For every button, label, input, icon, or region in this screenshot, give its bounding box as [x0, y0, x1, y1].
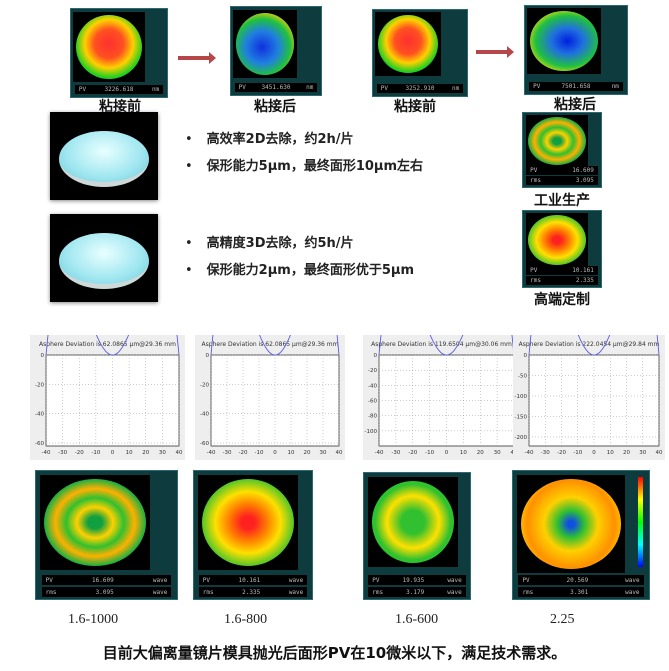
- x-tick-label: -30: [223, 450, 232, 456]
- x-tick-label: -20: [239, 450, 248, 456]
- x-tick-label: -20: [557, 450, 566, 456]
- arrow-icon: [476, 46, 514, 58]
- surface-map-before-2: PV 3252.910 nm: [372, 9, 468, 97]
- x-tick-label: 0: [592, 450, 596, 456]
- arrow-icon: [178, 52, 216, 64]
- y-tick-label: -40: [200, 412, 209, 418]
- y-tick-label: -20: [35, 382, 44, 388]
- y-tick-label: -100: [365, 429, 378, 435]
- sample-label: 1.6-800: [224, 612, 268, 627]
- x-tick-label: 10: [126, 450, 133, 456]
- y-tick-label: -60: [200, 441, 209, 447]
- y-tick-label: -20: [368, 368, 377, 374]
- y-tick-label: -60: [368, 399, 377, 405]
- caption: 粘接前: [394, 99, 436, 115]
- result-map-2: PV 10.161 wave rms 2.335 wave: [193, 470, 313, 600]
- caption: 粘接后: [254, 99, 296, 115]
- wafer-photo-3d: [50, 214, 158, 302]
- caption: 粘接后: [554, 97, 596, 113]
- x-tick-label: 0: [111, 450, 115, 456]
- y-tick-label: 0: [206, 353, 210, 359]
- y-tick-label: -200: [515, 435, 528, 441]
- y-tick-label: -40: [35, 412, 44, 418]
- x-tick-label: 20: [304, 450, 311, 456]
- x-tick-label: 10: [607, 450, 614, 456]
- y-tick-label: -60: [35, 441, 44, 447]
- bullet: 高效率2D去除，约2h/片: [185, 128, 354, 147]
- x-tick-label: 40: [336, 450, 343, 456]
- x-tick-label: 40: [656, 450, 663, 456]
- surface-map-custom: PV 10.161 rms 2.335: [522, 210, 602, 288]
- x-tick-label: -20: [408, 450, 417, 456]
- result-map-4: PV 20.569 wave rms 3.301 wave: [512, 470, 650, 600]
- y-tick-label: 0: [374, 353, 378, 359]
- bullet: 高精度3D去除，约5h/片: [185, 232, 354, 251]
- deviation-curve: [378, 335, 515, 356]
- x-tick-label: -20: [75, 450, 84, 456]
- chart-title: Asphere Deviation is 62.0865 μm@29.36 mm: [201, 341, 339, 348]
- x-tick-label: 40: [176, 450, 183, 456]
- x-tick-label: -10: [573, 450, 582, 456]
- bullet: 保形能力2μm，最终面形优于5μm: [185, 259, 414, 278]
- x-tick-label: 0: [273, 450, 277, 456]
- x-tick-label: 10: [460, 450, 467, 456]
- sample-label: 1.6-600: [395, 612, 439, 627]
- x-tick-label: 30: [320, 450, 327, 456]
- x-tick-label: 20: [142, 450, 149, 456]
- x-tick-label: -10: [425, 450, 434, 456]
- y-tick-label: -80: [368, 414, 377, 420]
- caption: 工业生产: [534, 193, 590, 209]
- chart-title: Asphere Deviation is 119.6504 μm@30.06 m…: [371, 341, 512, 348]
- deviation-chart-2: Asphere Deviation is 62.0865 μm@29.36 mm…: [195, 335, 345, 460]
- surface-map-industrial: PV 16.609 rms 3.095: [522, 112, 602, 188]
- deviation-chart-1: Asphere Deviation is 62.0865 μm@29.36 mm…: [30, 335, 185, 460]
- surface-map-before-1: PV 3226.618 nm: [70, 8, 168, 98]
- y-tick-label: 0: [524, 353, 528, 359]
- color-scale: [638, 477, 643, 567]
- sample-label: 1.6-1000: [68, 612, 119, 627]
- x-tick-label: -10: [91, 450, 100, 456]
- x-tick-label: 0: [445, 450, 449, 456]
- chart-title: Asphere Deviation is 62.0865 μm@29.36 mm: [39, 341, 176, 348]
- x-tick-label: 20: [623, 450, 630, 456]
- x-tick-label: -40: [525, 450, 534, 456]
- x-tick-label: 30: [639, 450, 646, 456]
- x-tick-label: 20: [477, 450, 484, 456]
- x-tick-label: -40: [207, 450, 216, 456]
- y-tick-label: -150: [515, 414, 528, 420]
- y-tick-label: 0: [41, 353, 45, 359]
- x-tick-label: -30: [58, 450, 67, 456]
- caption: 粘接前: [99, 99, 141, 115]
- surface-map-after-2: PV 7501.658 nm: [524, 5, 628, 95]
- x-tick-label: 30: [494, 450, 501, 456]
- sample-label: 2.25: [550, 612, 575, 627]
- x-tick-label: -30: [541, 450, 550, 456]
- surface-map-after-1: PV 3451.630 nm: [230, 6, 322, 96]
- x-tick-label: 30: [159, 450, 166, 456]
- x-tick-label: -40: [375, 450, 384, 456]
- y-tick-label: -40: [368, 383, 377, 389]
- y-tick-label: -50: [518, 373, 527, 379]
- deviation-chart-3: Asphere Deviation is 119.6504 μm@30.06 m…: [363, 335, 520, 460]
- deviation-curve: [528, 335, 660, 356]
- result-map-1: PV 16.609 wave rms 3.095 wave: [35, 470, 178, 600]
- deviation-chart-4: Asphere Deviation is 222.0454 μm@29.84 m…: [513, 335, 665, 460]
- caption: 高端定制: [534, 292, 590, 308]
- chart-title: Asphere Deviation is 222.0454 μm@29.84 m…: [518, 341, 660, 348]
- y-tick-label: -20: [200, 382, 209, 388]
- x-tick-label: 10: [288, 450, 295, 456]
- x-tick-label: -40: [42, 450, 51, 456]
- deviation-curve: [45, 335, 180, 356]
- y-tick-label: -100: [515, 394, 528, 400]
- footer-conclusion: 目前大偏离量镜片模具抛光后面形PV在10微米以下，满足技术需求。: [102, 644, 567, 662]
- x-tick-label: -10: [255, 450, 264, 456]
- bullet: 保形能力5μm，最终面形10μm左右: [185, 155, 423, 174]
- deviation-curve: [210, 335, 340, 356]
- result-map-3: PV 19.935 wave rms 3.179 wave: [363, 472, 471, 600]
- x-tick-label: -30: [391, 450, 400, 456]
- wafer-photo-2d: [50, 112, 158, 200]
